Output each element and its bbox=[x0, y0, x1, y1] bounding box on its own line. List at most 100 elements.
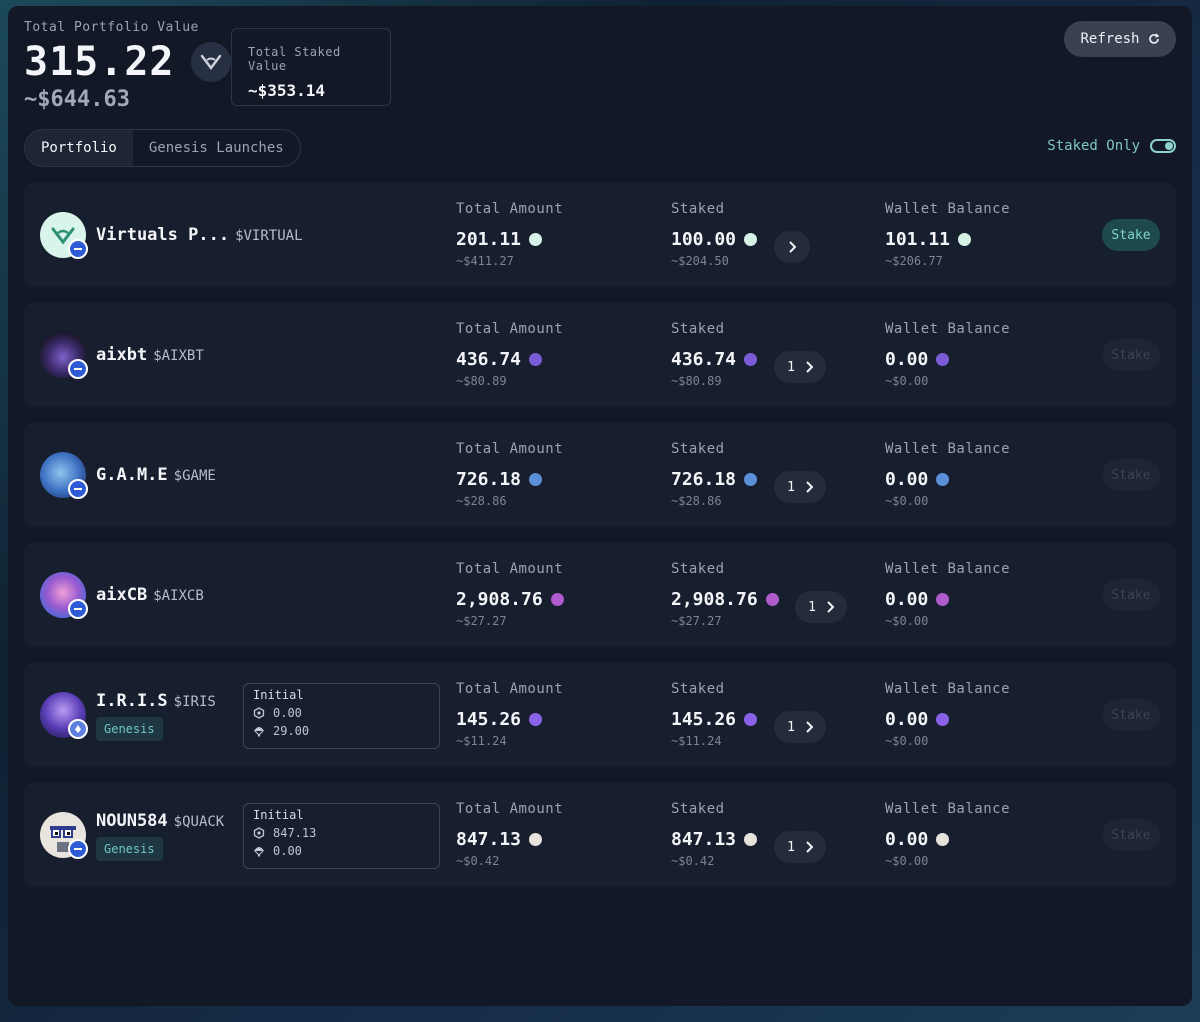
portfolio-summary: Total Portfolio Value 315.22 ~$644.63 bbox=[24, 20, 231, 112]
staked-cell: Staked 847.13 ~$0.42 bbox=[671, 801, 758, 868]
token-name: aixCB $AIXCB bbox=[96, 585, 204, 605]
stake-button[interactable]: Stake bbox=[1102, 459, 1160, 491]
aixbt-token-icon bbox=[529, 353, 543, 366]
base-chain-icon bbox=[68, 839, 88, 859]
refresh-label: Refresh bbox=[1080, 31, 1140, 47]
virtual-token-icon bbox=[529, 233, 543, 246]
wallet-balance-cell: Wallet Balance 0.00 ~$0.00 bbox=[885, 561, 1011, 628]
ethereum-chain-icon bbox=[68, 719, 88, 739]
token-ticker: $QUACK bbox=[173, 814, 225, 830]
quack-token-icon bbox=[529, 833, 543, 846]
token-row: I.R.I.S $IRIS Genesis Initial 0.00 29.00 … bbox=[24, 663, 1176, 767]
total-portfolio-label: Total Portfolio Value bbox=[24, 20, 199, 35]
hexagon-points-icon bbox=[253, 707, 265, 719]
virtual-token-icon bbox=[958, 233, 972, 246]
token-row: aixbt $AIXBT Total Amount 436.74 ~$80.89 … bbox=[24, 303, 1176, 407]
aixcb-token-icon bbox=[936, 593, 950, 606]
staked-cell: Staked 145.26 ~$11.24 bbox=[671, 681, 758, 748]
wallet-balance-cell: Wallet Balance 0.00 ~$0.00 bbox=[885, 441, 1011, 508]
chevron-right-icon bbox=[789, 241, 796, 253]
stake-button[interactable]: Stake bbox=[1102, 579, 1160, 611]
stake-button[interactable]: Stake bbox=[1102, 699, 1160, 731]
stake-count: 1 bbox=[787, 479, 795, 495]
staked-only-filter: Staked Only bbox=[1047, 138, 1176, 154]
token-ticker: $AIXBT bbox=[153, 348, 204, 364]
total-staked-card: Total Staked Value ~$353.14 bbox=[231, 28, 391, 106]
token-ticker: $IRIS bbox=[173, 694, 216, 710]
staked-details-button[interactable] bbox=[774, 231, 810, 263]
base-chain-icon bbox=[68, 599, 88, 619]
parachute-icon bbox=[254, 847, 264, 857]
tab-portfolio[interactable]: Portfolio bbox=[25, 130, 133, 166]
virtual-token-icon bbox=[744, 233, 758, 246]
token-row: aixCB $AIXCB Total Amount 2,908.76 ~$27.2… bbox=[24, 543, 1176, 647]
chevron-right-icon bbox=[806, 721, 813, 733]
total-portfolio-value: 315.22 bbox=[24, 39, 175, 85]
total-staked-label: Total Staked Value bbox=[248, 45, 341, 73]
chevron-right-icon bbox=[806, 481, 813, 493]
token-name: aixbt $AIXBT bbox=[96, 345, 204, 365]
staked-details-button[interactable]: 1 bbox=[774, 831, 826, 863]
total-amount-cell: Total Amount 145.26 ~$11.24 bbox=[456, 681, 564, 748]
initial-allocation-card: Initial 847.13 0.00 bbox=[243, 803, 440, 869]
token-ticker: $VIRTUAL bbox=[235, 228, 303, 244]
stake-button[interactable]: Stake bbox=[1102, 819, 1160, 851]
token-name: NOUN584 $QUACK bbox=[96, 811, 225, 831]
aixcb-token-icon bbox=[550, 593, 564, 606]
game-token-icon bbox=[529, 473, 543, 486]
parachute-icon bbox=[254, 727, 264, 737]
staked-details-button[interactable]: 1 bbox=[774, 351, 826, 383]
iris-token-icon bbox=[744, 713, 758, 726]
total-staked-value: ~$353.14 bbox=[248, 81, 326, 100]
initial-allocation-card: Initial 0.00 29.00 bbox=[243, 683, 440, 749]
genesis-badge: Genesis bbox=[96, 837, 163, 861]
stake-button[interactable]: Stake bbox=[1102, 219, 1160, 251]
token-row: Virtuals P... $VIRTUAL Total Amount 201.1… bbox=[24, 183, 1176, 287]
total-amount-cell: Total Amount 436.74 ~$80.89 bbox=[456, 321, 564, 388]
aixbt-token-icon bbox=[936, 353, 950, 366]
quack-token-icon bbox=[744, 833, 758, 846]
wallet-balance-cell: Wallet Balance 0.00 ~$0.00 bbox=[885, 321, 1011, 388]
wallet-balance-cell: Wallet Balance 0.00 ~$0.00 bbox=[885, 681, 1011, 748]
quack-token-icon bbox=[936, 833, 950, 846]
token-ticker: $AIXCB bbox=[153, 588, 204, 604]
portfolio-panel: Total Portfolio Value 315.22 ~$644.63 To… bbox=[8, 6, 1192, 1006]
tab-genesis-launches[interactable]: Genesis Launches bbox=[148, 140, 284, 156]
total-amount-cell: Total Amount 726.18 ~$28.86 bbox=[456, 441, 564, 508]
stake-count: 1 bbox=[787, 719, 795, 735]
stake-count: 1 bbox=[787, 359, 795, 375]
staked-cell: Staked 436.74 ~$80.89 bbox=[671, 321, 758, 388]
staked-details-button[interactable]: 1 bbox=[795, 591, 847, 623]
refresh-icon bbox=[1148, 33, 1159, 44]
token-ticker: $GAME bbox=[173, 468, 216, 484]
total-amount-cell: Total Amount 2,908.76 ~$27.27 bbox=[456, 561, 564, 628]
chevron-right-icon bbox=[806, 361, 813, 373]
base-chain-icon bbox=[68, 479, 88, 499]
wallet-balance-cell: Wallet Balance 0.00 ~$0.00 bbox=[885, 801, 1011, 868]
token-avatar bbox=[40, 812, 86, 858]
iris-token-icon bbox=[529, 713, 543, 726]
staked-details-button[interactable]: 1 bbox=[774, 471, 826, 503]
refresh-button[interactable]: Refresh bbox=[1064, 21, 1176, 57]
token-name: G.A.M.E $GAME bbox=[96, 465, 216, 485]
stake-count: 1 bbox=[787, 839, 795, 855]
token-name: Virtuals P... $VIRTUAL bbox=[96, 225, 303, 245]
token-name: I.R.I.S $IRIS bbox=[96, 691, 216, 711]
staked-only-toggle[interactable] bbox=[1150, 139, 1176, 153]
staked-only-label: Staked Only bbox=[1047, 138, 1140, 154]
staked-cell: Staked 726.18 ~$28.86 bbox=[671, 441, 758, 508]
chevron-right-icon bbox=[806, 841, 813, 853]
iris-token-icon bbox=[936, 713, 950, 726]
view-tabs: Portfolio Genesis Launches bbox=[24, 129, 301, 167]
total-amount-cell: Total Amount 847.13 ~$0.42 bbox=[456, 801, 564, 868]
virtuals-logo-icon bbox=[190, 42, 231, 82]
total-portfolio-usd: ~$644.63 bbox=[24, 87, 130, 112]
stake-button[interactable]: Stake bbox=[1102, 339, 1160, 371]
game-token-icon bbox=[744, 473, 758, 486]
staked-cell: Staked 100.00 ~$204.50 bbox=[671, 201, 758, 268]
staked-cell: Staked 2,908.76 ~$27.27 bbox=[671, 561, 779, 628]
staked-details-button[interactable]: 1 bbox=[774, 711, 826, 743]
base-chain-icon bbox=[68, 239, 88, 259]
chevron-right-icon bbox=[827, 601, 834, 613]
token-row: G.A.M.E $GAME Total Amount 726.18 ~$28.86… bbox=[24, 423, 1176, 527]
